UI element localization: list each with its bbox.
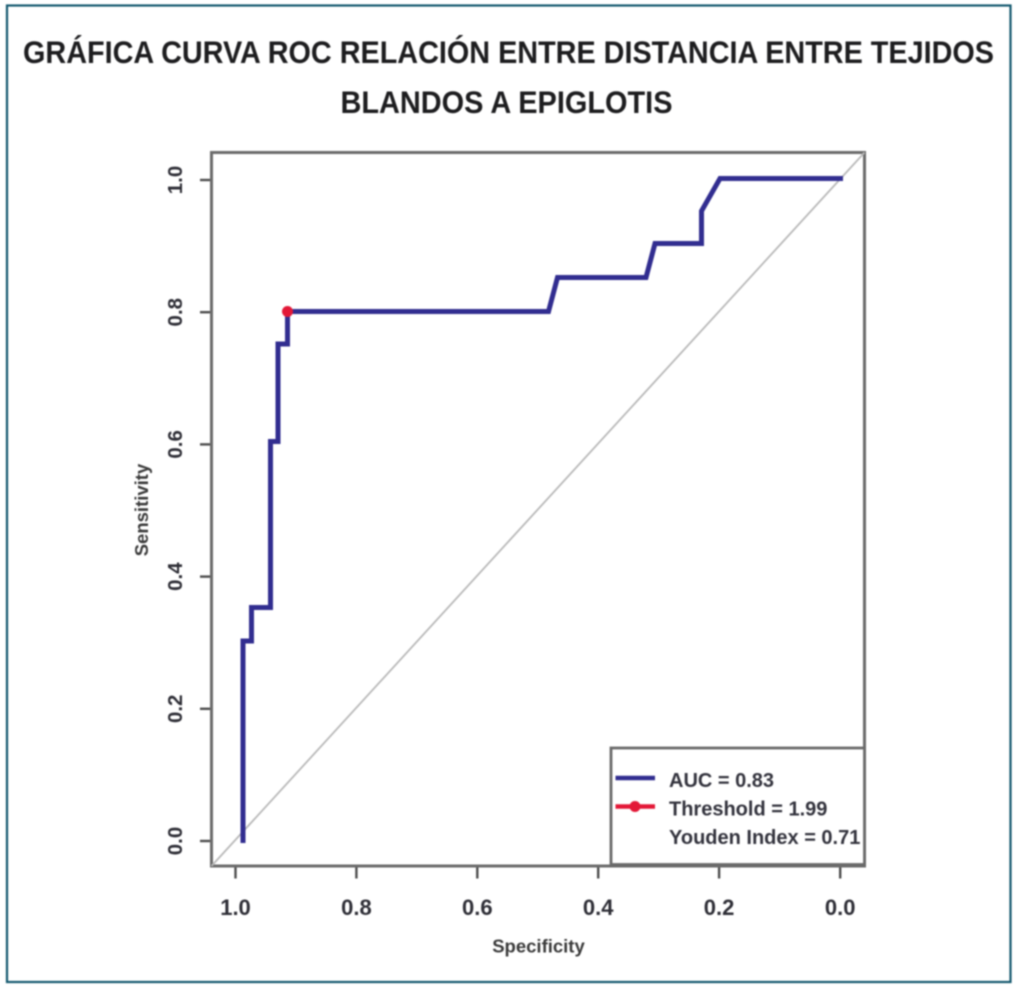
- svg-text:0.4: 0.4: [583, 895, 614, 920]
- svg-text:0.0: 0.0: [825, 895, 856, 920]
- svg-text:Threshold = 1.99: Threshold = 1.99: [669, 799, 827, 821]
- svg-text:0.4: 0.4: [164, 562, 187, 591]
- svg-text:Sensitivity: Sensitivity: [131, 463, 152, 556]
- svg-text:AUC = 0.83: AUC = 0.83: [669, 770, 774, 792]
- svg-text:0.2: 0.2: [704, 895, 735, 920]
- svg-text:Specificity: Specificity: [492, 936, 585, 957]
- svg-text:BLANDOS A EPIGLOTIS: BLANDOS A EPIGLOTIS: [341, 84, 673, 120]
- svg-text:GRÁFICA CURVA ROC RELACIÓN ENT: GRÁFICA CURVA ROC RELACIÓN ENTRE DISTANC…: [23, 34, 994, 70]
- svg-text:0.0: 0.0: [164, 827, 187, 856]
- svg-text:0.8: 0.8: [164, 298, 187, 327]
- svg-text:1.0: 1.0: [164, 166, 187, 195]
- svg-text:0.6: 0.6: [462, 895, 493, 920]
- svg-text:0.6: 0.6: [164, 430, 187, 459]
- svg-text:1.0: 1.0: [220, 895, 251, 920]
- svg-text:0.2: 0.2: [164, 695, 187, 724]
- svg-text:0.8: 0.8: [341, 895, 372, 920]
- svg-text:Youden Index = 0.71: Youden Index = 0.71: [669, 827, 860, 849]
